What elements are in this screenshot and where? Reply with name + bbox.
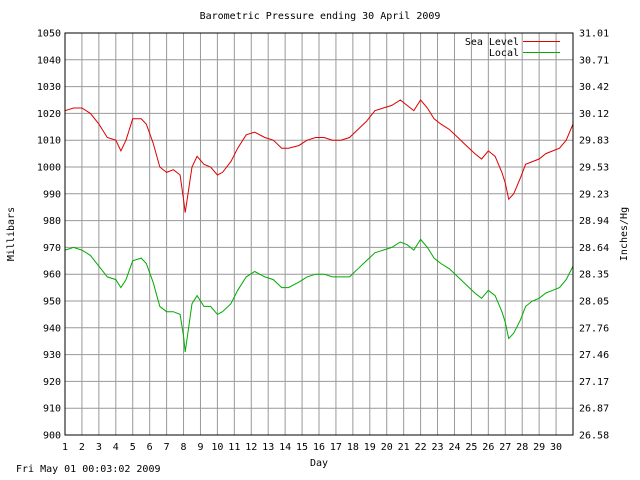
y-tick-label: 980	[43, 216, 61, 227]
y2-tick-label: 31.01	[579, 29, 609, 40]
x-tick-label: 18	[347, 442, 359, 453]
y2-tick-label: 26.87	[579, 404, 609, 415]
y-tick-label: 910	[43, 404, 61, 415]
chart-title: Barometric Pressure ending 30 April 2009	[200, 11, 441, 22]
x-tick-label: 4	[113, 442, 119, 453]
x-tick-label: 1	[62, 442, 68, 453]
y2-tick-label: 30.12	[579, 109, 609, 120]
y2-axis-label: Inches/Hg	[619, 207, 630, 261]
y-tick-label: 960	[43, 270, 61, 281]
x-tick-label: 10	[211, 442, 223, 453]
x-tick-label: 25	[465, 442, 477, 453]
x-tick-label: 11	[228, 442, 240, 453]
x-tick-label: 14	[279, 442, 291, 453]
x-tick-label: 7	[164, 442, 170, 453]
x-tick-label: 26	[482, 442, 494, 453]
y-tick-label: 1020	[37, 109, 61, 120]
y2-tick-label: 29.23	[579, 189, 609, 200]
y2-tick-label: 27.46	[579, 350, 609, 361]
series-layer	[64, 99, 574, 352]
y2-tick-label: 27.17	[579, 377, 609, 388]
x-tick-label: 15	[296, 442, 308, 453]
y-tick-label: 1040	[37, 55, 61, 66]
y-tick-label: 1010	[37, 136, 61, 147]
legend-label: Sea Level	[465, 37, 519, 48]
y2-tick-label: 28.05	[579, 297, 609, 308]
plot-frame	[64, 32, 574, 436]
x-tick-label: 24	[448, 442, 460, 453]
y-tick-label: 970	[43, 243, 61, 254]
legend-item-local: Local	[489, 48, 560, 59]
y-tick-labels: 900 910 920 930 940 950 960 970 980 990 1000 1010 10…	[37, 29, 61, 442]
x-tick-label: 21	[398, 442, 410, 453]
y-tick-label: 920	[43, 377, 61, 388]
x-tick-label: 8	[181, 442, 187, 453]
x-tick-label: 9	[197, 442, 203, 453]
y-tick-label: 900	[43, 431, 61, 442]
x-tick-label: 13	[262, 442, 274, 453]
legend-item-sea-level: Sea Level	[465, 37, 560, 48]
y-tick-label: 1000	[37, 163, 61, 174]
x-tick-label: 22	[415, 442, 427, 453]
legend-label: Local	[489, 48, 519, 59]
y-axis-label: Millibars	[6, 207, 17, 261]
y2-tick-label: 29.53	[579, 163, 609, 174]
sea-level-line	[64, 99, 574, 213]
y-tick-label: 1050	[37, 29, 61, 40]
x-tick-label: 30	[550, 442, 562, 453]
timestamp: Fri May 01 00:03:02 2009	[16, 464, 161, 475]
x-tick-label: 23	[432, 442, 444, 453]
y-tick-label: 930	[43, 350, 61, 361]
y-tick-label: 1030	[37, 82, 61, 93]
x-tick-label: 29	[533, 442, 545, 453]
x-tick-label: 20	[381, 442, 393, 453]
y2-tick-label: 26.58	[579, 431, 609, 442]
grid	[64, 32, 573, 436]
y2-tick-label: 28.35	[579, 270, 609, 281]
x-tick-label: 6	[147, 442, 153, 453]
x-tick-labels: 1 2 3 4 5 6 7 8 9 10 11 12 13 14 15 16 17 18 19 20 21 22 23 24 2…	[62, 442, 562, 453]
y2-tick-label: 27.76	[579, 323, 609, 334]
x-tick-label: 3	[96, 442, 102, 453]
y-tick-label: 940	[43, 323, 61, 334]
x-tick-label: 27	[499, 442, 511, 453]
x-tick-label: 16	[313, 442, 325, 453]
x-tick-label: 19	[364, 442, 376, 453]
y2-tick-labels: 26.58 26.87 27.17 27.46 27.76 28.05 28.35 28.64…	[579, 29, 609, 442]
x-axis-label: Day	[310, 458, 328, 469]
y2-tick-label: 30.71	[579, 55, 609, 66]
y2-tick-label: 30.42	[579, 82, 609, 93]
y2-tick-label: 28.94	[579, 216, 609, 227]
y2-tick-label: 29.83	[579, 136, 609, 147]
x-tick-label: 2	[79, 442, 85, 453]
x-tick-label: 17	[330, 442, 342, 453]
y-tick-label: 990	[43, 189, 61, 200]
x-tick-label: 12	[245, 442, 257, 453]
x-tick-label: 28	[516, 442, 528, 453]
x-tick-label: 5	[130, 442, 136, 453]
y-tick-label: 950	[43, 297, 61, 308]
y2-tick-label: 28.64	[579, 243, 609, 254]
local-line	[64, 238, 574, 352]
